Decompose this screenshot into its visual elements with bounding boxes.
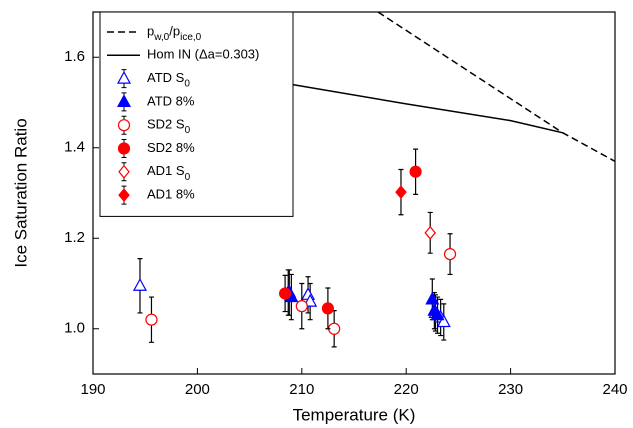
x-tick-label: 240	[602, 381, 627, 398]
marker	[395, 185, 407, 200]
curve	[377, 12, 615, 162]
marker	[132, 278, 147, 291]
plot-frame	[92, 11, 616, 375]
y-tick-label: 1.2	[64, 229, 85, 246]
legend-label: AD1 8%	[147, 187, 195, 202]
legend-label: ATD S0	[147, 70, 190, 90]
marker	[301, 287, 316, 300]
marker	[443, 247, 457, 261]
legend-label: SD2 8%	[147, 140, 195, 155]
marker	[117, 119, 131, 132]
marker	[145, 313, 158, 326]
marker	[118, 188, 130, 203]
legend-label: SD2 S0	[147, 117, 191, 137]
x-axis-label: Temperature (K)	[293, 405, 416, 424]
marker	[278, 287, 292, 300]
legend-label: AD1 S0	[147, 163, 191, 183]
marker	[117, 142, 131, 155]
y-tick-label: 1.0	[64, 320, 85, 337]
y-tick-label: 1.4	[64, 139, 85, 156]
marker	[425, 291, 440, 305]
legend-box	[99, 11, 294, 217]
marker	[118, 164, 130, 179]
marker	[116, 94, 132, 107]
x-tick-label: 210	[289, 381, 314, 398]
x-tick-label: 190	[80, 381, 105, 398]
x-tick-label: 230	[498, 381, 523, 398]
y-axis-label: Ice Saturation Ratio	[11, 118, 30, 267]
marker	[116, 70, 132, 84]
plot	[132, 12, 615, 348]
marker	[295, 300, 308, 313]
marker	[424, 225, 436, 240]
x-tick-label: 200	[185, 381, 210, 398]
curve	[291, 83, 563, 134]
y-tick-label: 1.6	[64, 48, 85, 65]
marker	[430, 307, 445, 321]
marker	[409, 165, 422, 178]
x-tick-label: 220	[394, 381, 419, 398]
marker	[436, 314, 451, 328]
marker	[321, 302, 334, 315]
legend-label: Hom IN (Δa=0.303)	[147, 47, 259, 62]
legend-label: ATD 8%	[147, 93, 195, 108]
